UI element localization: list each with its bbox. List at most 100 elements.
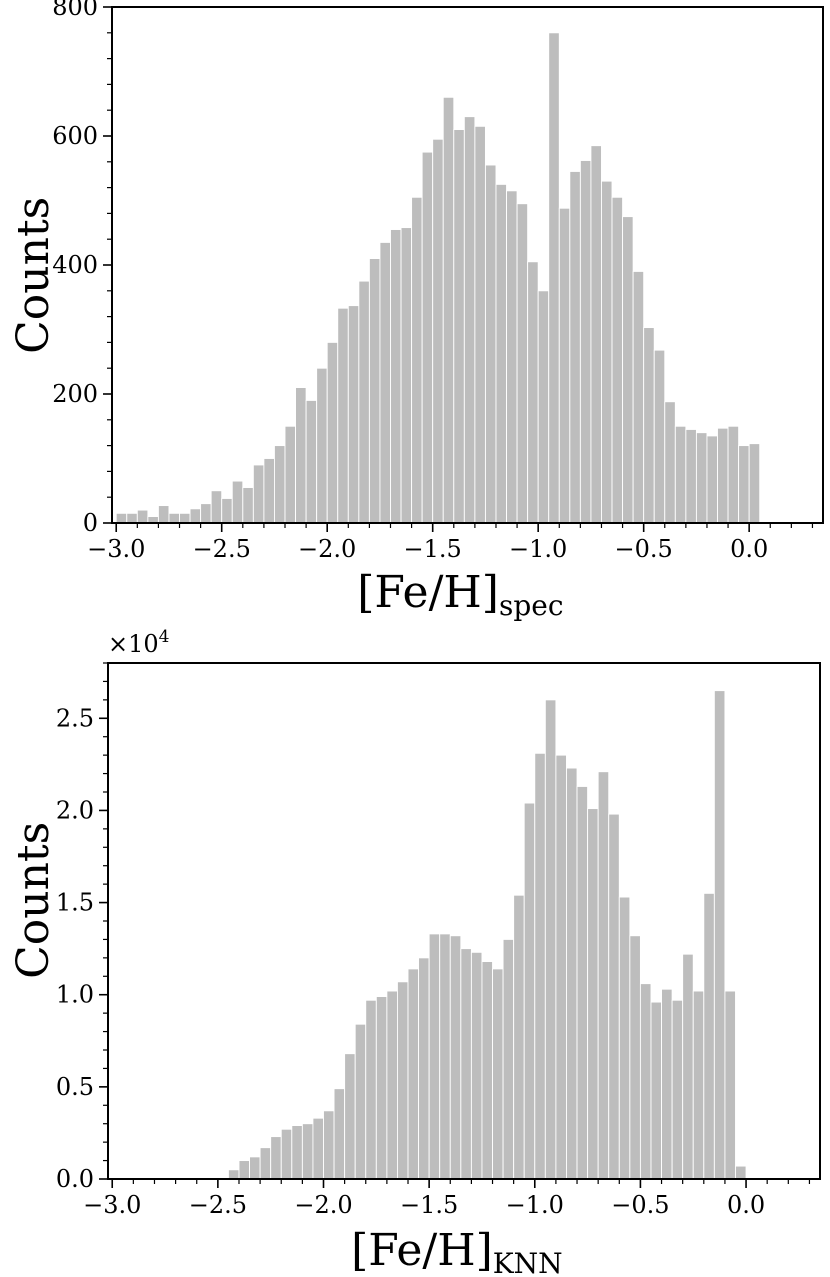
spec-histogram-bar [706, 435, 718, 524]
spec-histogram-bar [432, 138, 444, 524]
spec-histogram-bar [748, 443, 761, 524]
spec-y-tick-label: 0 [83, 509, 98, 537]
knn-histogram-bar [449, 935, 462, 1180]
knn-y-axis-label: Counts [8, 822, 59, 979]
spec-histogram-bar [558, 207, 571, 524]
knn-histogram-bar [661, 988, 673, 1180]
spec-histogram-bar [527, 261, 539, 524]
spec-y-tick-label: 800 [52, 0, 98, 21]
spec-histogram-bar [579, 160, 592, 524]
knn-histogram-bar [513, 894, 525, 1180]
knn-histogram-bar [629, 935, 641, 1180]
knn-histogram-bar [354, 1023, 367, 1180]
knn-histogram-bar [608, 813, 620, 1180]
spec-histogram-bar [305, 400, 318, 524]
spec-y-tick-label: 400 [52, 251, 98, 279]
knn-histogram-bar [703, 892, 715, 1180]
knn-histogram-bar [502, 938, 515, 1180]
spec-x-axis-label-subscript: spec [499, 589, 564, 622]
spec-histogram-bar [210, 490, 223, 524]
spec-histogram-bar [390, 229, 402, 524]
knn-x-tick-label: −2.0 [294, 1191, 352, 1219]
spec-histogram-bar [263, 458, 275, 524]
knn-histogram-bar [534, 752, 546, 1180]
spec-histogram-bar [685, 429, 697, 524]
spec-histogram-bar [411, 196, 423, 524]
spec-histogram-bar [231, 480, 244, 524]
knn-x-axis-label: [Fe/H]KNN [351, 1225, 563, 1277]
knn-histogram-bar [396, 981, 409, 1180]
spec-histogram-bar [495, 183, 507, 524]
knn-x-tick-label: −1.0 [506, 1191, 564, 1219]
spec-histogram-bar [400, 227, 413, 524]
knn-histogram-bar [365, 999, 377, 1180]
spec-histogram-bar [189, 508, 202, 524]
knn-y-tick-label: 0.5 [56, 1073, 94, 1101]
spec-histogram-bar [295, 387, 307, 524]
spec-histogram-bar [569, 171, 581, 524]
knn-histogram-bar [523, 802, 536, 1180]
knn-histogram-bar [481, 961, 493, 1180]
knn-histogram-bar [566, 767, 578, 1180]
knn-x-tick-label: −3.0 [83, 1191, 141, 1219]
knn-histogram-bar [597, 771, 610, 1180]
spec-histogram-bar [738, 445, 750, 524]
spec-x-tick-label: 0.0 [730, 535, 768, 563]
knn-histogram-bar [587, 808, 599, 1180]
spec-histogram-bar [548, 32, 560, 524]
knn-histogram-bar [323, 1110, 335, 1180]
spec-histogram-bar [368, 258, 381, 524]
spec-histogram-bar [221, 498, 233, 524]
spec-histogram-bar [421, 151, 434, 524]
knn-histogram-bar [555, 754, 567, 1180]
spec-histogram-bar [474, 125, 486, 524]
spec-histogram-bar [727, 425, 740, 524]
knn-histogram-bar [238, 1160, 251, 1180]
knn-histogram-bar [249, 1156, 261, 1180]
knn-histogram-bar [280, 1128, 293, 1180]
knn-histogram-bar [428, 933, 441, 1180]
spec-x-tick-label: −2.0 [298, 535, 356, 563]
spec-histogram-bar [200, 503, 212, 524]
knn-histogram-bar [344, 1053, 356, 1180]
spec-histogram-bar [242, 487, 254, 524]
spec-histogram-bar [316, 367, 328, 524]
spec-y-axis-label: Counts [8, 197, 59, 354]
spec-histogram-bar [347, 305, 360, 524]
knn-y-tick-label: 2.5 [56, 704, 94, 732]
spec-histogram-bar [590, 145, 602, 524]
knn-histogram-bar [386, 990, 398, 1180]
knn-histogram-bar [544, 699, 557, 1180]
spec-histogram-bar [274, 445, 286, 524]
spec-histogram-bar [622, 216, 634, 524]
spec-histogram-panel: −3.0 −2.5 −2.0 −1.5 −1.0 −0.5 0.0 0 200 400 600 800… [8, 0, 824, 622]
knn-histogram-bar [333, 1088, 346, 1180]
knn-y-tick-label: 1.5 [56, 889, 94, 917]
spec-axis-ticks: −3.0 −2.5 −2.0 −1.5 −1.0 −0.5 0.0 0 200 400 600 800 [52, 0, 814, 563]
spec-y-tick-label: 200 [52, 380, 98, 408]
spec-histogram-bar [653, 349, 666, 524]
spec-x-tick-label: −1.0 [509, 535, 567, 563]
spec-x-tick-label: −1.5 [404, 535, 462, 563]
spec-histogram-bars [115, 32, 761, 524]
knn-histogram-bar [227, 1169, 240, 1180]
knn-histogram-bar [301, 1123, 314, 1180]
knn-y-tick-label: 0.0 [56, 1165, 94, 1193]
spec-histogram-bar [463, 116, 476, 524]
spec-histogram-bar [115, 512, 128, 524]
spec-histogram-bar [168, 512, 180, 524]
spec-histogram-bar [284, 425, 297, 524]
knn-histogram-bar [639, 983, 652, 1180]
knn-histogram-bar [671, 999, 684, 1180]
knn-y-tick-label: 2.0 [56, 796, 94, 824]
spec-histogram-bar [453, 129, 465, 524]
knn-histogram-bar [618, 896, 631, 1180]
spec-histogram-bar [358, 280, 370, 524]
spec-x-tick-label: −3.0 [87, 535, 145, 563]
knn-histogram-bar [407, 968, 420, 1180]
spec-histogram-bar [442, 96, 455, 524]
spec-histogram-bar [484, 164, 497, 524]
knn-histogram-bar [492, 968, 504, 1180]
spec-x-tick-label: −2.5 [193, 535, 251, 563]
spec-x-tick-label: −0.5 [615, 535, 673, 563]
